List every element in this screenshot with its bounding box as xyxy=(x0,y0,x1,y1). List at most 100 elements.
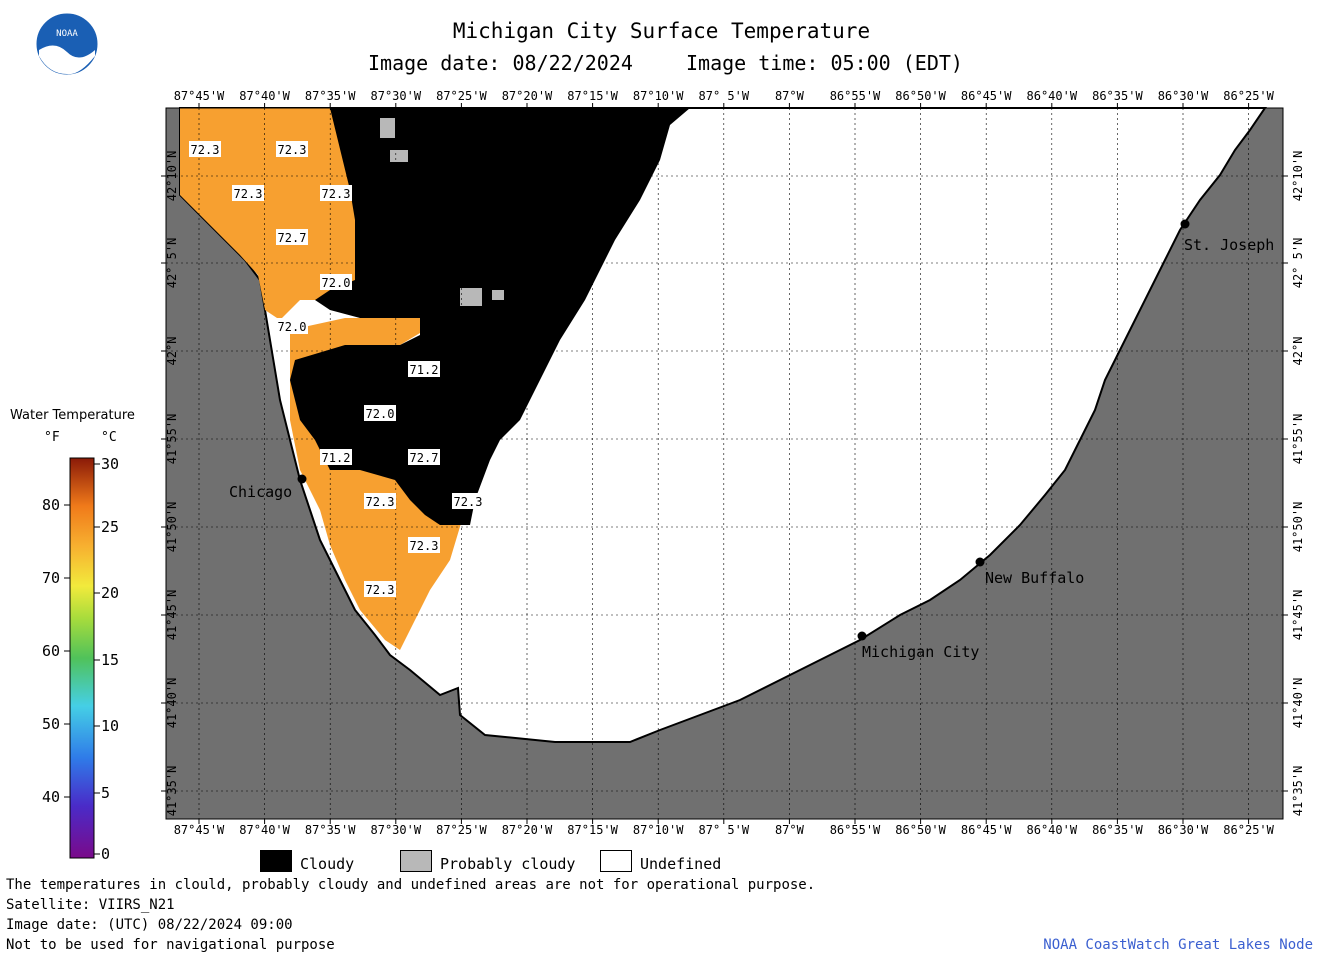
isotherm-label-bg xyxy=(408,449,440,465)
longitude-label-bottom: 86°30'W xyxy=(1158,823,1209,837)
page-title: Michigan City Surface Temperature xyxy=(452,19,871,43)
isotherm-label: 72.0 xyxy=(320,274,352,290)
isotherm-label-text: 71.2 xyxy=(410,363,439,377)
longitude-label-bottom: 87° 5'W xyxy=(699,823,750,837)
longitude-label-top: 86°30'W xyxy=(1158,89,1209,103)
isotherm-label-bg xyxy=(452,493,484,509)
isotherm-label-text: 72.3 xyxy=(410,539,439,553)
colorbar-gradient xyxy=(69,457,95,859)
longitude-label-bottom: 87°35'W xyxy=(305,823,356,837)
longitude-label-top: 87°30'W xyxy=(371,89,422,103)
isotherm-label-text: 72.0 xyxy=(278,320,307,334)
isotherm-label-bg xyxy=(364,493,396,509)
latitude-label-right: 42°N xyxy=(1291,337,1305,366)
legend-label-undefined: Undefined xyxy=(640,855,722,873)
isotherm-label-bg xyxy=(276,318,308,334)
latitude-label-left: 41°55'N xyxy=(165,414,179,465)
longitude-label-bottom: 86°50'W xyxy=(895,823,946,837)
latitude-label-left: 41°35'N xyxy=(165,766,179,817)
probably-cloudy-spot xyxy=(390,150,408,162)
longitude-label-bottom: 87°20'W xyxy=(502,823,553,837)
city-marker-new-buffalo xyxy=(975,557,985,567)
longitude-label-top: 87°40'W xyxy=(239,89,290,103)
isotherm-label: 72.0 xyxy=(276,318,308,334)
isotherm-label-text: 71.2 xyxy=(322,451,351,465)
latitude-label-right: 41°55'N xyxy=(1291,414,1305,465)
longitude-label-bottom: 86°45'W xyxy=(961,823,1012,837)
latitude-label-right: 42°10'N xyxy=(1291,151,1305,202)
longitude-label-bottom: 87°30'W xyxy=(371,823,422,837)
city-marker-st-joseph xyxy=(1180,219,1190,229)
isotherm-label-text: 72.7 xyxy=(410,451,439,465)
latitude-label-left: 41°40'N xyxy=(165,678,179,729)
longitude-label-bottom: 87°45'W xyxy=(174,823,225,837)
longitude-label-top: 87°45'W xyxy=(174,89,225,103)
longitude-label-top: 86°35'W xyxy=(1092,89,1143,103)
longitude-label-bottom: 86°35'W xyxy=(1092,823,1143,837)
city-label-michigan-city: Michigan City xyxy=(862,643,979,661)
isotherm-label-text: 72.3 xyxy=(322,187,351,201)
probably-cloudy-spot xyxy=(460,288,482,306)
noaa-logo: NOAA xyxy=(35,12,99,76)
isotherm-label-bg xyxy=(320,185,352,201)
longitude-labels-top: 87°45'W 87°40'W 87°35'W 87°30'W 87°25'W 87°20… xyxy=(174,89,1275,103)
isotherm-labels: 72.3 72.3 72.3 72.3 72.7 72.0 72.0 71.2 72.0 72.7… xyxy=(189,141,484,597)
isotherm-label: 72.3 xyxy=(364,581,396,597)
image-date: Image date: 08/22/2024 xyxy=(368,51,633,75)
colorbar-label-c: 25 xyxy=(101,518,119,536)
probably-cloudy-spot xyxy=(380,118,395,138)
longitude-label-top: 87°W xyxy=(775,89,805,103)
longitude-label-top: 87°25'W xyxy=(436,89,487,103)
isotherm-label-bg xyxy=(408,537,440,553)
isotherm-label-bg xyxy=(232,185,264,201)
latitude-label-right: 41°35'N xyxy=(1291,766,1305,817)
footer-credit: NOAA CoastWatch Great Lakes Node xyxy=(1043,937,1313,953)
colorbar-label-c: 15 xyxy=(101,651,119,669)
longitude-label-top: 87°20'W xyxy=(502,89,553,103)
isotherm-label: 72.3 xyxy=(232,185,264,201)
longitude-labels-bottom: 87°45'W 87°40'W 87°35'W 87°30'W 87°25'W 87°20… xyxy=(174,823,1275,837)
isotherm-label-bg xyxy=(364,581,396,597)
latitude-label-left: 42°N xyxy=(165,337,179,366)
isotherm-label-text: 72.3 xyxy=(234,187,263,201)
map-frame xyxy=(165,107,1284,820)
isotherm-label: 71.2 xyxy=(408,361,440,377)
isotherm-label-text: 72.3 xyxy=(366,583,395,597)
colorbar-label-f: 60 xyxy=(42,642,60,660)
colorbar-title: Water Temperature xyxy=(10,408,135,423)
isotherm-label-text: 72.3 xyxy=(454,495,483,509)
latitude-label-left: 42° 5'N xyxy=(165,238,179,289)
city-label-st-joseph: St. Joseph xyxy=(1184,236,1274,254)
isotherm-label-bg xyxy=(189,141,221,157)
isotherm-label-bg xyxy=(276,141,308,157)
isotherm-label-bg xyxy=(320,449,352,465)
longitude-label-bottom: 87°40'W xyxy=(239,823,290,837)
footer-satellite: Satellite: VIIRS_N21 xyxy=(6,897,175,913)
isotherm-label: 72.7 xyxy=(276,229,308,245)
isotherm-label-bg xyxy=(408,361,440,377)
latitude-label-left: 42°10'N xyxy=(165,151,179,202)
footer-utc-date: Image date: (UTC) 08/22/2024 09:00 xyxy=(6,917,293,933)
longitude-label-bottom: 87°10'W xyxy=(633,823,684,837)
colorbar-unit-c: °C xyxy=(101,430,117,445)
isotherm-label: 72.3 xyxy=(276,141,308,157)
isotherm-label: 71.2 xyxy=(320,449,352,465)
colorbar-unit-f: °F xyxy=(44,430,60,445)
longitude-label-bottom: 87°25'W xyxy=(436,823,487,837)
colorbar-label-c: 5 xyxy=(101,784,110,802)
latitude-label-left: 41°45'N xyxy=(165,590,179,641)
longitude-label-bottom: 86°25'W xyxy=(1223,823,1274,837)
isotherm-label: 72.0 xyxy=(364,405,396,421)
legend-swatch-undefined xyxy=(600,850,632,872)
longitude-label-top: 87°15'W xyxy=(567,89,618,103)
colorbar-label-f: 80 xyxy=(42,496,60,514)
latitude-labels-left: 42°10'N 42° 5'N 42°N 41°55'N 41°50'N 41°45'N 4… xyxy=(165,151,179,817)
longitude-label-top: 87° 5'W xyxy=(699,89,750,103)
latitude-label-right: 41°40'N xyxy=(1291,678,1305,729)
longitude-label-top: 87°35'W xyxy=(305,89,356,103)
isotherm-label-text: 72.3 xyxy=(278,143,307,157)
longitude-label-top: 86°45'W xyxy=(961,89,1012,103)
latitude-label-right: 41°45'N xyxy=(1291,590,1305,641)
isotherm-label-text: 72.3 xyxy=(366,495,395,509)
longitude-label-bottom: 86°40'W xyxy=(1027,823,1078,837)
